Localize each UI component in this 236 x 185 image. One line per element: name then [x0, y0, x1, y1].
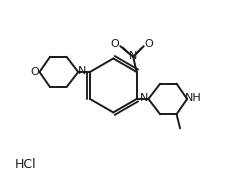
Text: HCl: HCl	[15, 158, 36, 171]
Text: N: N	[140, 93, 149, 103]
Text: O: O	[111, 39, 119, 49]
Text: N: N	[129, 51, 137, 60]
Text: O: O	[144, 39, 153, 49]
Text: NH: NH	[185, 93, 202, 103]
Text: O: O	[30, 67, 39, 77]
Text: N: N	[78, 66, 86, 76]
